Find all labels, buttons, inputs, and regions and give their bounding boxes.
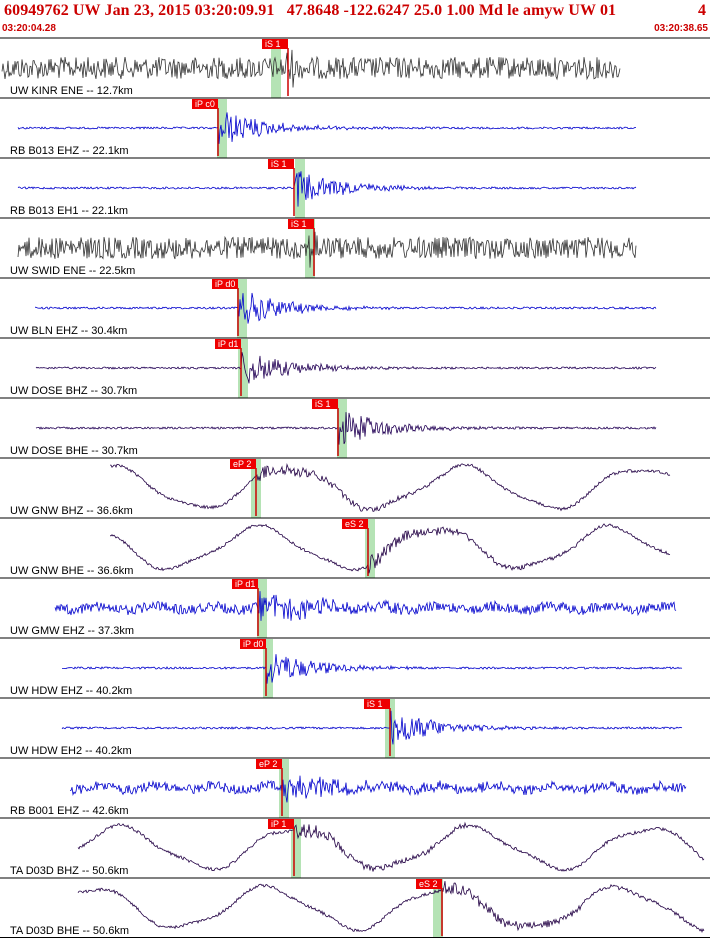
event-title-trailing: 4	[698, 2, 706, 19]
waveform-trace	[54, 591, 677, 621]
station-label: UW HDW EHZ -- 40.2km	[10, 685, 132, 697]
event-title: 60949762 UW Jan 23, 2015 03:20:09.91 47.…	[4, 2, 617, 19]
station-label: UW BLN EHZ -- 30.4km	[10, 325, 127, 337]
waveform-trace	[35, 352, 657, 384]
station-label: TA D03D BHZ -- 50.6km	[10, 865, 128, 877]
waveform-trace	[17, 171, 637, 207]
waveform-trace	[17, 231, 637, 268]
pick-label: iS 1	[291, 219, 307, 229]
pick-window-band	[433, 879, 443, 938]
pick-label: eP 2	[233, 459, 251, 469]
station-label: UW DOSE BHZ -- 30.7km	[10, 385, 137, 397]
pick-label: eS 2	[345, 519, 364, 529]
pick-label-box[interactable]	[416, 879, 442, 889]
station-label: RB B013 EH1 -- 22.1km	[10, 205, 128, 217]
pick-label: eS 2	[419, 879, 438, 889]
waveform-trace	[35, 412, 657, 445]
waveform-trace	[77, 821, 705, 872]
pick-label: iP d1	[218, 339, 238, 349]
pick-window-band	[365, 519, 375, 578]
pick-label-box[interactable]	[256, 759, 282, 769]
station-label: UW GNW BHZ -- 36.6km	[10, 505, 133, 517]
pick-window-band	[257, 579, 267, 638]
station-label: RB B013 EHZ -- 22.1km	[10, 145, 129, 157]
waveform-trace	[77, 881, 705, 933]
pick-label: eP 2	[259, 759, 277, 769]
waveform-trace	[110, 463, 671, 512]
pick-label: iS 1	[367, 699, 383, 709]
pick-label-box[interactable]	[268, 159, 294, 169]
record-header: 60949762 UW Jan 23, 2015 03:20:09.91 47.…	[0, 0, 710, 38]
pick-window-band	[263, 639, 273, 698]
pick-label-box[interactable]	[268, 819, 294, 829]
pick-window-band	[295, 159, 305, 218]
station-label: RB B001 EHZ -- 42.6km	[10, 805, 129, 817]
station-label: UW HDW EH2 -- 40.2km	[10, 745, 132, 757]
waveform-trace	[17, 112, 637, 144]
pick-label: iS 1	[315, 399, 331, 409]
waveform-trace	[62, 654, 683, 684]
pick-window-band	[291, 819, 301, 878]
station-label: UW DOSE BHE -- 30.7km	[10, 445, 138, 457]
pick-window-band	[237, 279, 247, 338]
pick-label-box[interactable]	[364, 699, 390, 709]
pick-label-box[interactable]	[192, 99, 218, 109]
pick-label-box[interactable]	[312, 399, 338, 409]
waveform-trace	[109, 523, 671, 574]
waveform-trace	[34, 292, 657, 324]
window-end-time: 03:20:38.65	[654, 23, 708, 34]
station-label: TA D03D BHE -- 50.6km	[10, 925, 129, 937]
pick-window-band	[271, 39, 281, 98]
pick-label: iS 1	[265, 39, 281, 49]
pick-label-box[interactable]	[262, 39, 288, 49]
waveform-trace	[1, 49, 621, 88]
pick-window-band	[279, 759, 289, 818]
station-label: UW GNW BHE -- 36.6km	[10, 565, 133, 577]
pick-label: iP d0	[243, 639, 263, 649]
pick-label-box[interactable]	[288, 219, 314, 229]
window-start-time: 03:20:04.28	[2, 23, 56, 34]
pick-window-band	[238, 339, 248, 398]
station-label: UW SWID ENE -- 22.5km	[10, 265, 135, 277]
pick-label: iS 1	[271, 159, 287, 169]
pick-label: iP c0	[195, 99, 215, 109]
pick-label-box[interactable]	[230, 459, 256, 469]
pick-window-band	[217, 99, 227, 158]
waveform-trace	[69, 775, 687, 803]
pick-label-box[interactable]	[215, 339, 241, 349]
pick-label: iP 1	[271, 819, 286, 829]
pick-label: iP d0	[215, 279, 235, 289]
pick-label-box[interactable]	[232, 579, 258, 589]
pick-label: iP d1	[235, 579, 255, 589]
waveform-trace	[61, 710, 683, 745]
pick-label-box[interactable]	[240, 639, 266, 649]
pick-label-box[interactable]	[212, 279, 238, 289]
station-label: UW GMW EHZ -- 37.3km	[10, 625, 134, 637]
pick-label-box[interactable]	[342, 519, 368, 529]
station-label: UW KINR ENE -- 12.7km	[10, 85, 133, 97]
pick-window-band	[305, 219, 315, 278]
